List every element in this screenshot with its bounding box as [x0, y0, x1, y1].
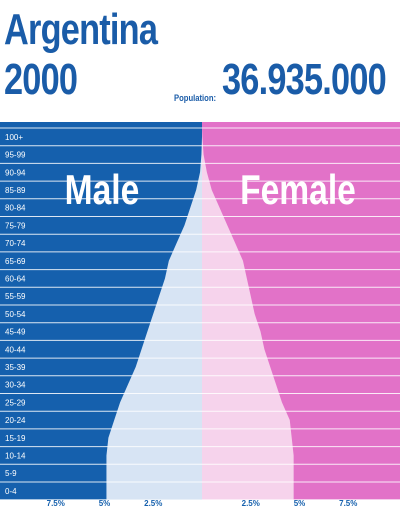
age-group-label: 75-79: [5, 221, 26, 230]
female-bar: [202, 376, 276, 394]
female-bar: [202, 217, 227, 235]
male-bar: [177, 234, 202, 252]
male-bar: [108, 429, 202, 447]
female-bar: [202, 252, 243, 270]
age-group-label: 90-94: [5, 168, 26, 177]
female-bar: [202, 146, 204, 164]
female-bar: [202, 482, 294, 500]
male-bar: [142, 340, 202, 358]
age-group-label: 85-89: [5, 186, 26, 195]
age-group-label: 25-29: [5, 398, 26, 407]
female-bar: [202, 358, 270, 376]
female-bar: [202, 163, 207, 181]
female-bar: [202, 181, 212, 199]
female-bar: [202, 340, 264, 358]
year-title: 2000: [4, 55, 78, 104]
male-bar: [153, 305, 202, 323]
age-group-label: 45-49: [5, 328, 26, 337]
population-pyramid: 100+ 95-99 90-94 85-89 80-84 75-79 70-74 65-69 6…: [0, 122, 400, 508]
male-bar: [106, 447, 202, 465]
female-bar: [202, 323, 261, 341]
female-series-area: [202, 128, 294, 500]
male-bar: [196, 181, 202, 199]
x-tick-label: 7.5%: [47, 499, 65, 508]
female-bar: [202, 411, 290, 429]
x-tick-label: 7.5%: [339, 499, 357, 508]
male-bar: [106, 482, 202, 500]
population-value: 36.935.000: [222, 55, 387, 104]
x-tick-label: 2.5%: [144, 499, 162, 508]
country-title: Argentina: [4, 5, 158, 54]
female-bar: [202, 394, 282, 412]
male-bar: [200, 163, 202, 181]
age-group-label: 50-54: [5, 310, 26, 319]
female-bar: [202, 429, 292, 447]
male-bar: [169, 252, 202, 270]
female-bar: [202, 305, 255, 323]
male-bar: [114, 411, 202, 429]
female-bar: [202, 464, 294, 482]
age-group-label: 95-99: [5, 151, 26, 160]
age-group-label: 20-24: [5, 416, 26, 425]
female-bar: [202, 447, 294, 465]
age-group-label: 80-84: [5, 204, 26, 213]
male-bar: [120, 394, 202, 412]
male-series-area: [106, 128, 202, 500]
male-bar: [136, 358, 202, 376]
x-tick-label: 5%: [294, 499, 306, 508]
male-bar: [159, 287, 202, 305]
male-bar: [165, 270, 202, 288]
age-group-label: 15-19: [5, 434, 26, 443]
x-tick-label: 5%: [99, 499, 111, 508]
age-group-label: 35-39: [5, 363, 26, 372]
male-bar: [128, 376, 202, 394]
age-group-label: 100+: [5, 133, 23, 142]
age-group-label: 65-69: [5, 257, 26, 266]
female-bar: [202, 270, 247, 288]
age-group-label: 0-4: [5, 487, 17, 496]
male-bar: [201, 146, 202, 164]
age-group-label: 70-74: [5, 239, 26, 248]
male-bar: [147, 323, 202, 341]
population-label: Population:: [174, 93, 217, 103]
age-group-label: 60-64: [5, 274, 26, 283]
age-group-label: 5-9: [5, 469, 17, 478]
age-group-label: 55-59: [5, 292, 26, 301]
female-bar: [202, 287, 251, 305]
age-group-label: 10-14: [5, 451, 26, 460]
female-bar: [202, 234, 235, 252]
x-tick-label: 2.5%: [242, 499, 260, 508]
male-bar: [190, 199, 202, 217]
female-series-label: Female: [240, 168, 356, 214]
age-group-label: 40-44: [5, 345, 26, 354]
male-series-label: Male: [65, 168, 140, 214]
age-group-label: 30-34: [5, 381, 26, 390]
male-bar: [106, 464, 202, 482]
female-bar: [202, 199, 220, 217]
male-bar: [184, 217, 202, 235]
